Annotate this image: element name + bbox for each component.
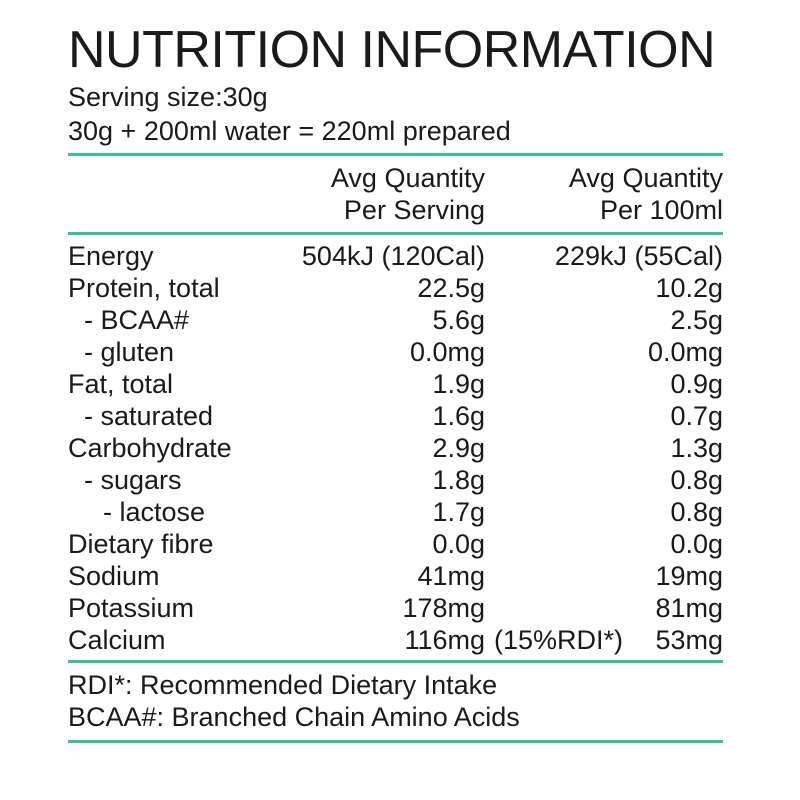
table-row-potassium: Potassium 178mg 81mg xyxy=(68,592,723,624)
per-serving-value: 504kJ (120Cal) xyxy=(301,241,485,271)
divider-header-top xyxy=(68,153,723,156)
per-100ml-value: 0.9g xyxy=(670,369,723,399)
per-serving-value: 0.0g xyxy=(432,529,485,559)
table-row-sodium: Sodium 41mg 19mg xyxy=(68,560,723,592)
divider-footer xyxy=(68,740,723,743)
table-header-row: Avg Quantity Per Serving Avg Quantity Pe… xyxy=(68,156,723,232)
nutrient-table-body: Energy 504kJ (120Cal) 229kJ (55Cal) Prot… xyxy=(68,235,723,660)
table-row-bcaa: - BCAA# 5.6g 2.5g xyxy=(68,304,723,336)
nutrient-label: - lactose xyxy=(103,497,206,527)
per-100ml-value: 19mg xyxy=(655,561,723,591)
nutrient-label: Dietary fibre xyxy=(68,529,214,559)
nutrient-label: - saturated xyxy=(84,401,214,431)
table-row-saturated: - saturated 1.6g 0.7g xyxy=(68,400,723,432)
page-title: NUTRITION INFORMATION xyxy=(68,21,716,79)
nutrient-label: Potassium xyxy=(68,593,195,623)
per-100ml-value: 10.2g xyxy=(655,273,723,303)
footnotes: RDI*: Recommended Dietary Intake BCAA#: … xyxy=(68,663,723,740)
nutrient-label: Carbohydrate xyxy=(68,433,232,463)
preparation-line: 30g + 200ml water = 220ml prepared xyxy=(68,116,511,146)
divider-table-bottom xyxy=(68,660,723,663)
per-serving-value: 116mg (15%RDI*) xyxy=(265,624,623,656)
nutrition-label: NUTRITION INFORMATION Serving size:30g 3… xyxy=(68,20,723,743)
per-100ml-value: 0.0g xyxy=(670,529,723,559)
table-row-energy: Energy 504kJ (120Cal) 229kJ (55Cal) xyxy=(68,240,723,272)
column-header-per-100ml: Avg Quantity Per 100ml xyxy=(485,162,723,226)
per-serving-value: 0.0mg xyxy=(409,337,485,367)
per-serving-value: 1.9g xyxy=(432,369,485,399)
nutrient-label: - BCAA# xyxy=(84,305,190,335)
per-100ml-value: 229kJ (55Cal) xyxy=(554,241,723,271)
footnote-rdi: RDI*: Recommended Dietary Intake xyxy=(68,670,498,700)
table-row-dietary-fibre: Dietary fibre 0.0g 0.0g xyxy=(68,528,723,560)
per-serving-amount: 116mg xyxy=(404,625,485,655)
per-serving-value: 2.9g xyxy=(432,433,485,463)
column-header-subtitle: Per Serving xyxy=(343,195,485,225)
nutrient-label: - gluten xyxy=(84,337,175,367)
per-100ml-value: 0.0mg xyxy=(647,337,723,367)
table-row-lactose: - lactose 1.7g 0.8g xyxy=(68,496,723,528)
per-serving-value: 1.8g xyxy=(432,465,485,495)
per-serving-value: 22.5g xyxy=(417,273,485,303)
rdi-note: (15%RDI*) xyxy=(494,625,624,655)
nutrient-label: Fat, total xyxy=(68,369,174,399)
per-100ml-value: 53mg xyxy=(655,625,723,655)
per-serving-value: 41mg xyxy=(417,561,485,591)
table-row-gluten: - gluten 0.0mg 0.0mg xyxy=(68,336,723,368)
nutrient-label: Sodium xyxy=(68,561,160,591)
per-serving-value: 5.6g xyxy=(432,305,485,335)
column-header-subtitle: Per 100ml xyxy=(599,195,723,225)
per-serving-value: 178mg xyxy=(402,593,485,623)
per-serving-value: 1.7g xyxy=(432,497,485,527)
per-100ml-value: 81mg xyxy=(655,593,723,623)
nutrient-label: Protein, total xyxy=(68,273,220,303)
column-header-per-serving: Avg Quantity Per Serving xyxy=(265,162,485,226)
table-row-protein-total: Protein, total 22.5g 10.2g xyxy=(68,272,723,304)
serving-size-line: Serving size:30g xyxy=(68,82,268,112)
per-100ml-value: 1.3g xyxy=(670,433,723,463)
per-serving-value: 1.6g xyxy=(432,401,485,431)
nutrient-label: Calcium xyxy=(68,625,166,655)
table-row-sugars: - sugars 1.8g 0.8g xyxy=(68,464,723,496)
table-row-fat-total: Fat, total 1.9g 0.9g xyxy=(68,368,723,400)
footnote-bcaa: BCAA#: Branched Chain Amino Acids xyxy=(68,702,520,732)
column-header-title: Avg Quantity xyxy=(330,163,485,193)
table-row-calcium: Calcium 116mg (15%RDI*) 53mg xyxy=(68,624,723,656)
per-100ml-value: 0.8g xyxy=(670,497,723,527)
column-header-title: Avg Quantity xyxy=(568,163,723,193)
divider-header-bottom xyxy=(68,232,723,235)
per-100ml-value: 2.5g xyxy=(670,305,723,335)
nutrient-label: Energy xyxy=(68,241,154,271)
nutrient-label: - sugars xyxy=(84,465,182,495)
per-100ml-value: 0.7g xyxy=(670,401,723,431)
per-100ml-value: 0.8g xyxy=(670,465,723,495)
table-row-carbohydrate: Carbohydrate 2.9g 1.3g xyxy=(68,432,723,464)
header-spacer xyxy=(68,162,265,226)
